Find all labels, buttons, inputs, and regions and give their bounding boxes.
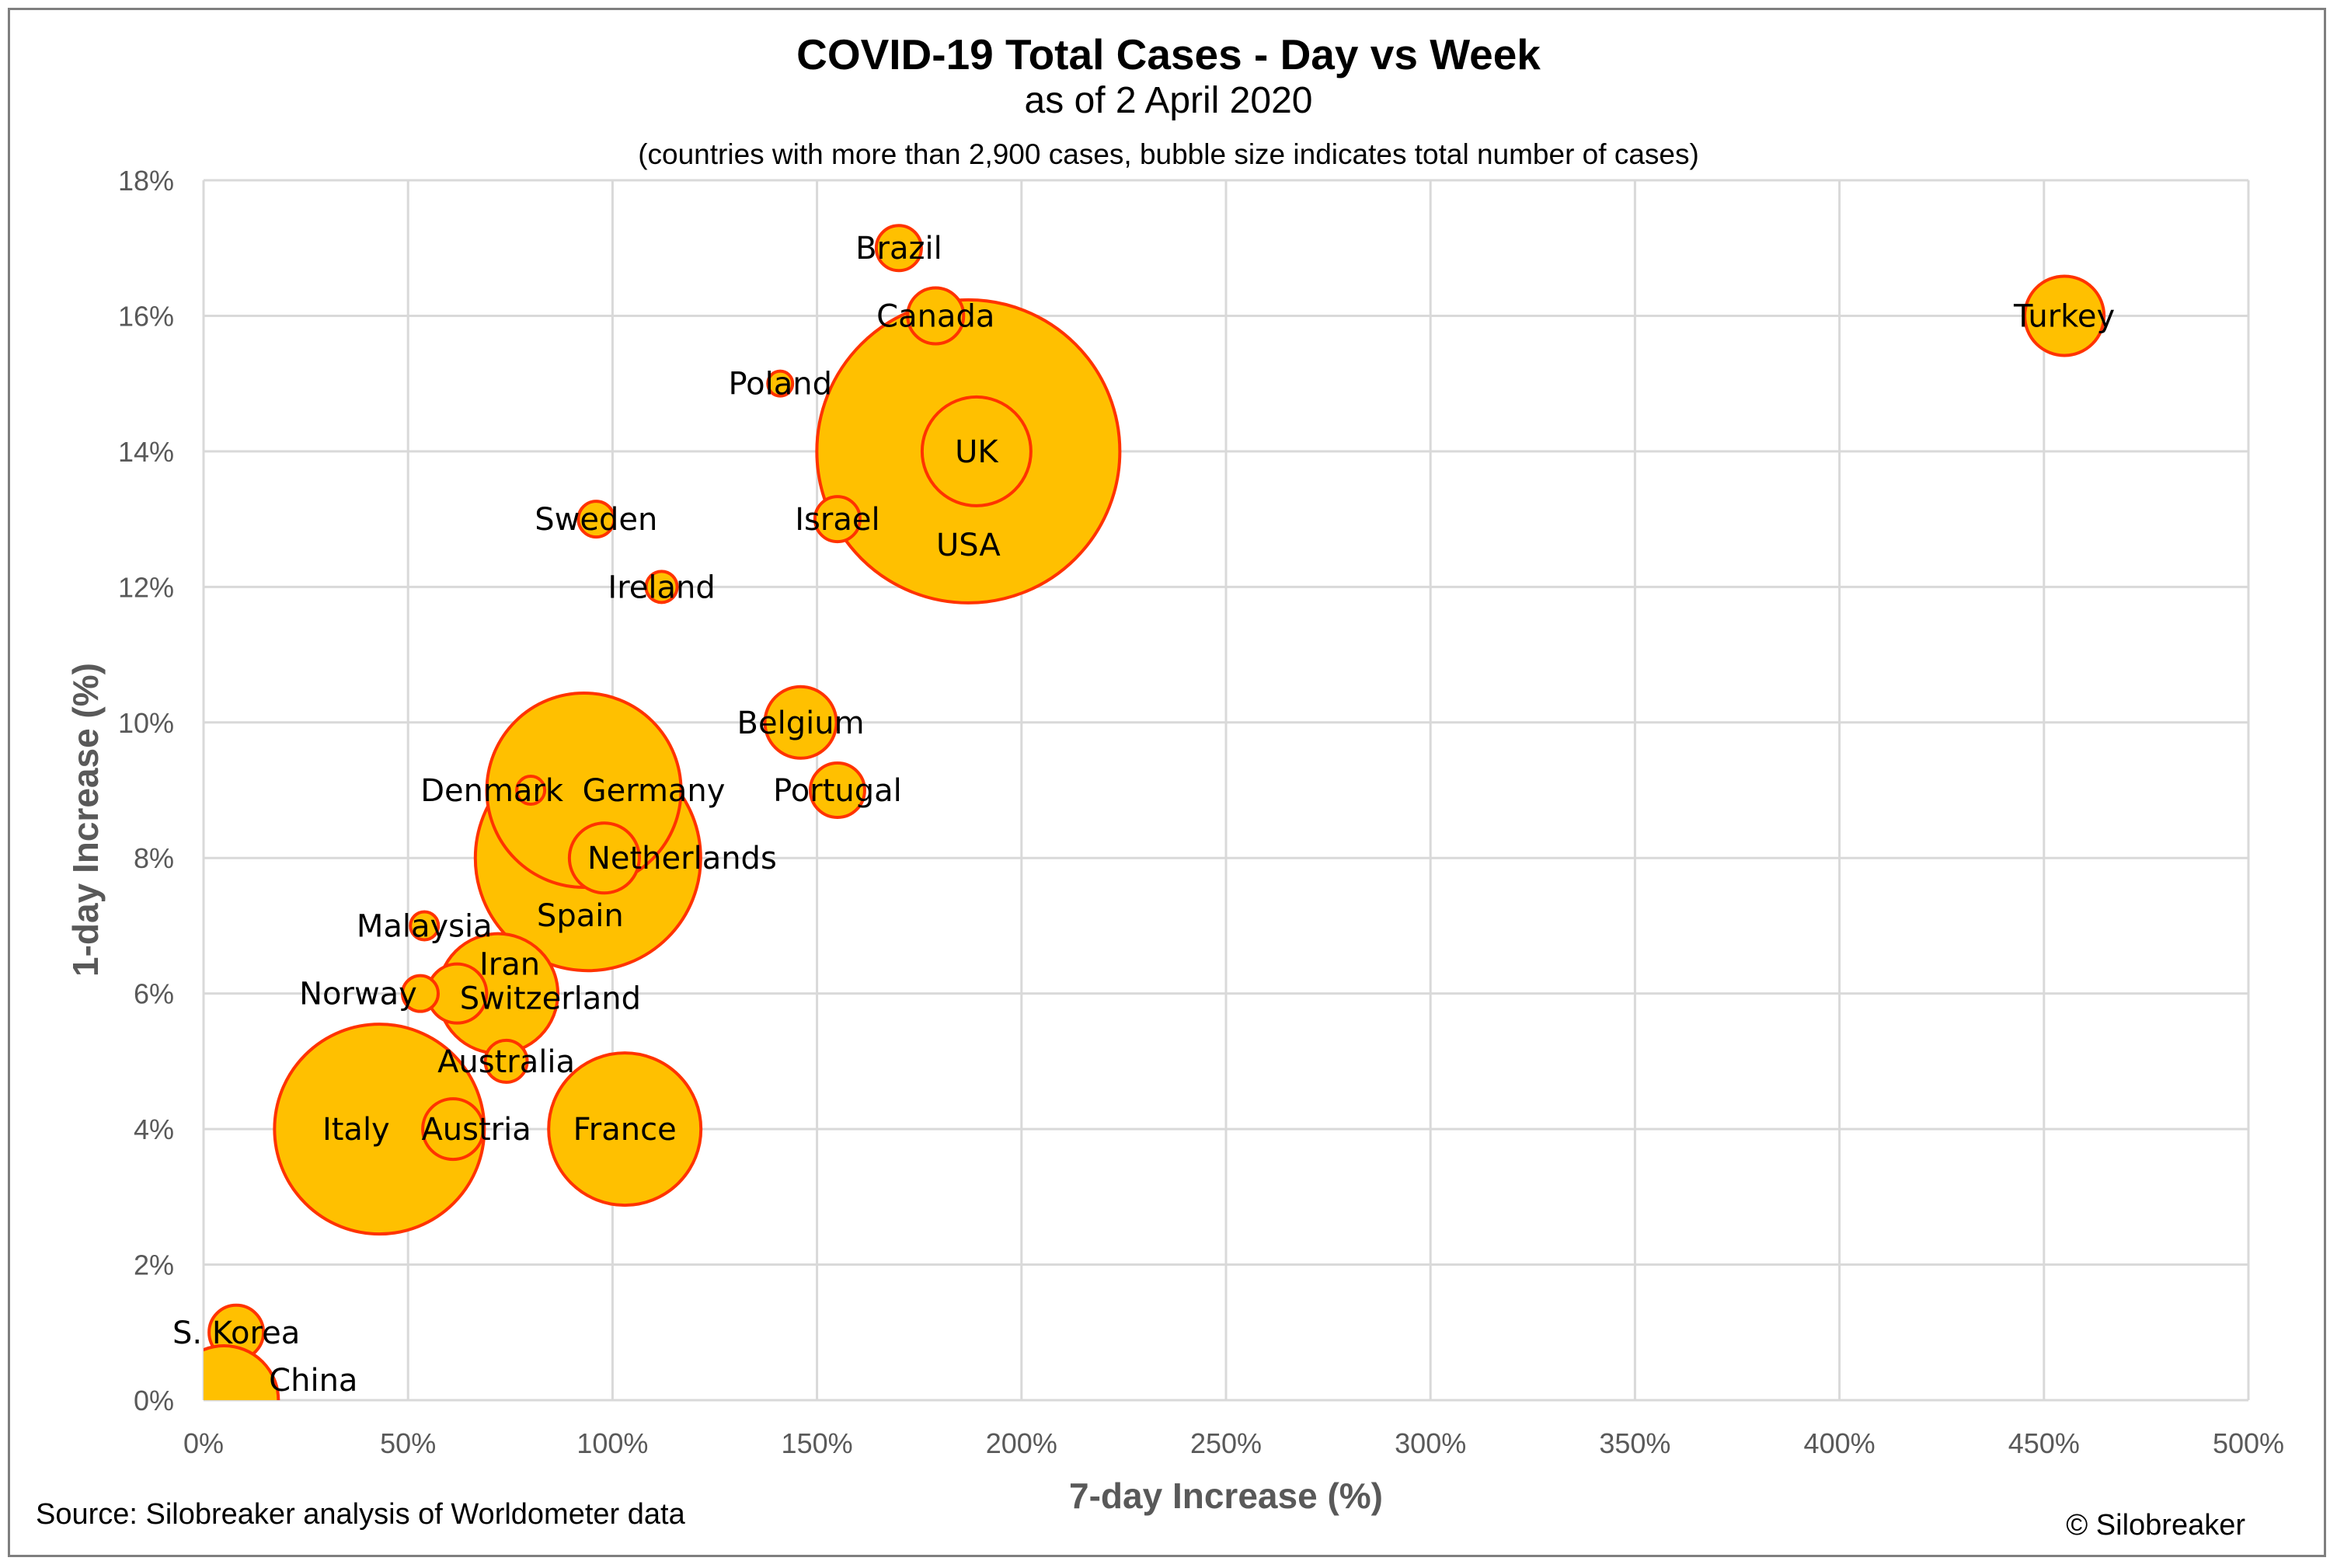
bubble-australia [483,1038,529,1084]
bubble-turkey [2023,274,2106,357]
copyright-note: © Silobreaker [2066,1509,2245,1542]
bubble-israel [813,495,862,544]
chart-title: COVID-19 Total Cases - Day vs Week [796,30,1541,78]
y-tick-label: 2% [134,1249,174,1281]
source-note: Source: Silobreaker analysis of Worldome… [36,1498,685,1531]
bubble-label-australia: Australia [437,1044,575,1080]
bubble-label-portugal: Portugal [773,773,902,809]
bubble-label-austria: Austria [421,1112,531,1148]
bubble-label-usa: USA [936,528,1001,563]
x-tick-label: 250% [1190,1427,1262,1459]
bubble-label-poland: Poland [728,367,832,402]
bubble-canada [906,286,966,346]
bubble-portugal [808,761,866,819]
y-tick-label: 8% [134,842,174,874]
y-tick-label: 0% [134,1385,174,1416]
bubble-label-italy: Italy [322,1112,390,1148]
x-tick-label: 200% [986,1427,1057,1459]
bubble-label-sweden: Sweden [535,502,657,538]
x-tick-label: 500% [2213,1427,2284,1459]
bubble-label-brazil: Brazil [855,231,942,267]
bubble-label-canada: Canada [876,298,994,334]
bubble-label-netherlands: Netherlands [587,841,777,876]
bubble-label-belgium: Belgium [737,706,865,741]
y-axis-label: 1-day Increase (%) [65,663,106,977]
bubble-labels: USA Spain Germany Italy France Iran UK Switzerl… [172,231,2115,1399]
bubble-label-spain: Spain [537,898,624,934]
bubble-belgium [763,685,838,760]
x-tick-label: 450% [2008,1427,2080,1459]
chart-frame [8,8,2326,1557]
y-tick-label: 16% [118,300,174,332]
bubble-label-france: France [573,1112,677,1148]
bubble-austria [421,1097,486,1162]
bubble-label-denmark: Denmark [420,773,564,809]
y-tick-label: 12% [118,571,174,603]
x-tick-label: 100% [576,1427,648,1459]
bubble-netherlands [567,821,641,895]
bubble-brazil [874,224,923,273]
y-tick-label: 4% [134,1113,174,1145]
bubble-label-s-korea: S. Korea [172,1315,300,1351]
x-tick-label: 150% [782,1427,853,1459]
bubble-france [547,1051,703,1207]
bubble-label-switzerland: Switzerland [460,981,641,1017]
bubble-label-norway: Norway [299,977,417,1012]
x-tick-label: 50% [380,1427,436,1459]
bubble-label-germany: Germany [583,773,726,809]
y-tick-label: 10% [118,707,174,739]
bubble-malaysia [409,910,441,942]
y-tick-label: 6% [134,978,174,1010]
chart-note: (countries with more than 2,900 cases, b… [638,138,1699,170]
bubble-sweden [576,500,616,539]
bubble-label-israel: Israel [795,502,879,538]
bubble-label-ireland: Ireland [608,570,715,605]
x-tick-label: 350% [1599,1427,1670,1459]
bubble-denmark [515,775,547,806]
bubble-norway [400,974,440,1013]
x-axis-label: 7-day Increase (%) [1069,1476,1383,1516]
bubble-china [204,1344,280,1400]
chart-subtitle: as of 2 April 2020 [1024,80,1313,121]
x-axis-ticks: 0% 50% 100% 150% 200% 250% 300% 350% 400% 450% 500… [183,1427,2284,1459]
bubble-ireland [644,570,679,605]
x-tick-label: 400% [1804,1427,1876,1459]
x-tick-label: 0% [183,1427,224,1459]
bubble-label-china: China [269,1363,357,1399]
x-tick-label: 300% [1395,1427,1466,1459]
bubble-poland [766,369,795,398]
bubble-label-uk: UK [955,434,999,470]
bubble-uk [920,395,1033,507]
bubbles [204,224,2106,1400]
y-axis-ticks: 0% 2% 4% 6% 8% 10% 12% 14% 16% 18% [118,165,174,1416]
y-tick-label: 18% [118,165,174,197]
bubble-label-turkey: Turkey [2013,298,2115,334]
bubble-label-iran: Iran [479,947,540,983]
bubble-label-malaysia: Malaysia [357,908,493,944]
y-tick-label: 14% [118,436,174,468]
